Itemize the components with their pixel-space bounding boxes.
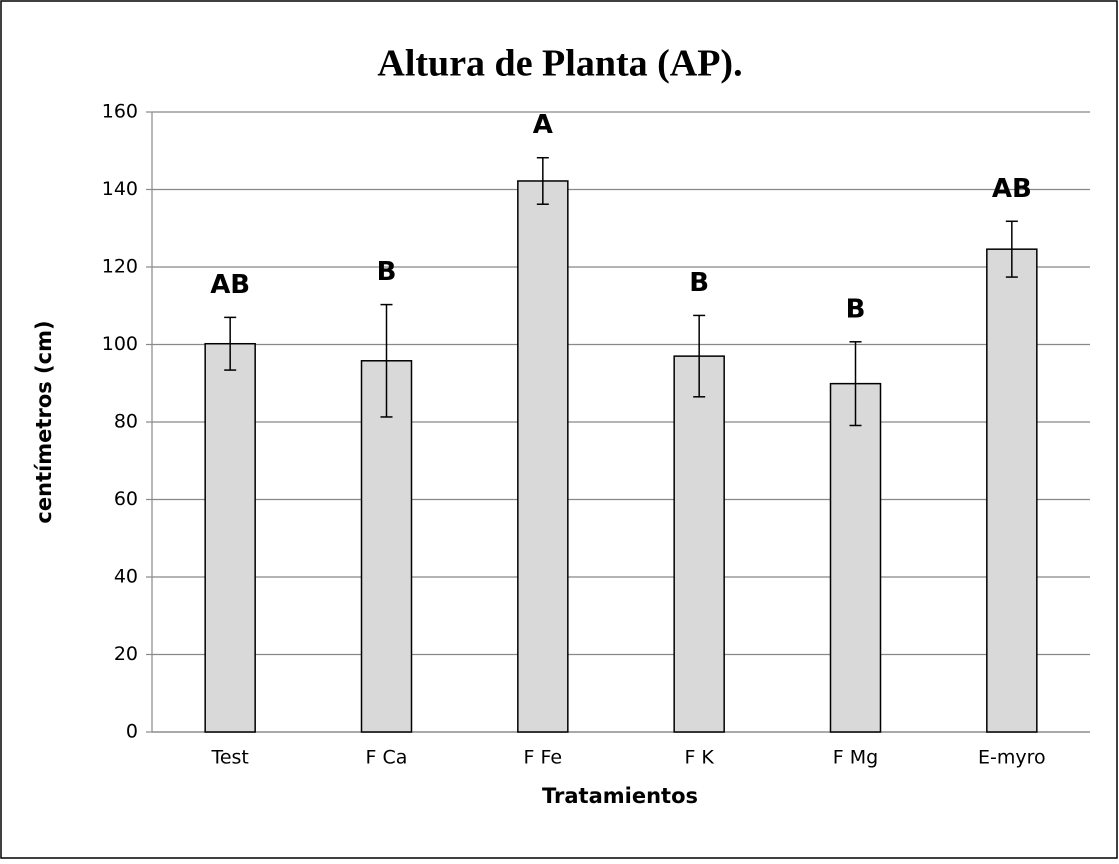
group-label: B xyxy=(846,294,866,324)
group-label: A xyxy=(533,110,553,140)
bar xyxy=(829,382,882,733)
y-tick-label: 120 xyxy=(102,256,138,278)
x-tick-label: F Fe xyxy=(524,747,563,769)
y-tick-label: 100 xyxy=(102,333,138,355)
y-tick-label: 0 xyxy=(126,721,138,743)
x-tick-label: F Mg xyxy=(833,747,878,769)
x-axis-title: Tratamientos xyxy=(542,784,698,808)
y-tick-label: 140 xyxy=(102,178,138,200)
bar xyxy=(517,180,569,733)
x-tick-label: F K xyxy=(684,747,714,769)
y-tick-label: 20 xyxy=(114,643,138,665)
y-tick-label: 160 xyxy=(102,101,138,123)
bar xyxy=(360,360,413,733)
group-label: AB xyxy=(210,270,250,300)
chart-title: Altura de Planta (AP). xyxy=(377,43,742,85)
group-label: B xyxy=(689,268,709,298)
bar xyxy=(204,342,256,733)
bar xyxy=(673,355,725,733)
y-tick-label: 60 xyxy=(114,488,138,510)
group-label: AB xyxy=(992,174,1032,204)
y-tick-label: 80 xyxy=(114,411,138,433)
group-label: B xyxy=(377,257,397,287)
x-tick-label: Test xyxy=(210,747,248,769)
x-tick-label: F Ca xyxy=(366,747,408,769)
y-axis-title: centímetros (cm) xyxy=(32,320,56,523)
x-tick-label: E-myro xyxy=(978,747,1046,769)
bar xyxy=(986,248,1038,733)
y-tick-label: 40 xyxy=(114,566,138,588)
